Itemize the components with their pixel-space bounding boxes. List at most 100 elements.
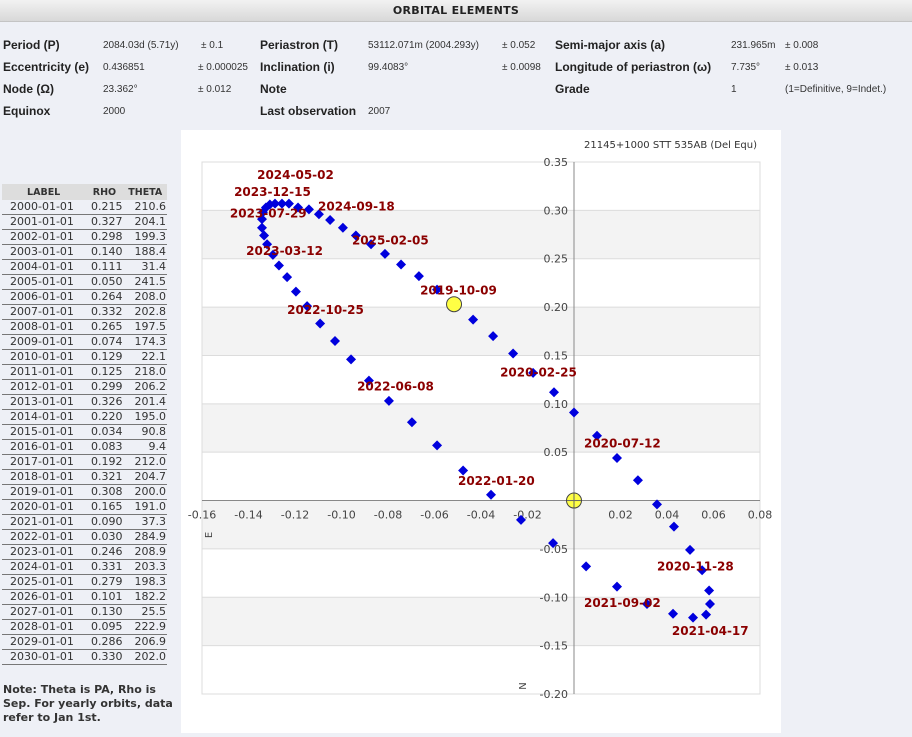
x-tick-label: -0.06	[420, 509, 448, 522]
cell-rho: 0.321	[85, 469, 124, 485]
table-row: 2007-01-01 0.332 202.8	[2, 304, 167, 320]
eccentricity-error: ± 0.000025	[198, 62, 248, 73]
y-tick-label: 0.30	[544, 204, 569, 217]
cell-date: 2026-01-01	[2, 589, 86, 605]
table-row: 2011-01-01 0.125 218.0	[2, 364, 167, 380]
periastron-value: 53112.071m (2004.293y)	[368, 40, 480, 51]
cell-rho: 0.299	[85, 379, 124, 395]
table-row: 2020-01-01 0.165 191.0	[2, 499, 167, 515]
eccentricity-value: 0.436851	[103, 62, 145, 73]
node-label: Node (Ω)	[3, 82, 54, 96]
cell-theta: 182.2	[123, 589, 167, 605]
cell-rho: 0.101	[85, 589, 124, 605]
orbit-point	[432, 284, 443, 295]
table-row: 2000-01-01 0.215 210.6	[2, 200, 167, 215]
table-row: 2014-01-01 0.220 195.0	[2, 409, 167, 425]
orbit-point	[259, 230, 270, 241]
cell-date: 2003-01-01	[2, 244, 86, 260]
orbit-point	[273, 260, 284, 271]
cell-rho: 0.140	[85, 244, 124, 260]
cell-date: 2001-01-01	[2, 214, 86, 230]
table-row: 2022-01-01 0.030 284.9	[2, 529, 167, 545]
cell-date: 2030-01-01	[2, 649, 86, 665]
cell-rho: 0.286	[85, 634, 124, 650]
cell-theta: 9.4	[123, 439, 167, 455]
cell-theta: 284.9	[123, 529, 167, 545]
orbit-point	[406, 417, 417, 428]
cell-rho: 0.327	[85, 214, 124, 230]
table-row: 2025-01-01 0.279 198.3	[2, 574, 167, 590]
date-annotation: 2021-09-02	[584, 596, 661, 610]
cell-theta: 188.4	[123, 244, 167, 260]
table-row: 2029-01-01 0.286 206.9	[2, 634, 167, 650]
cell-date: 2019-01-01	[2, 484, 86, 500]
orbit-point	[302, 301, 313, 312]
cell-theta: 204.1	[123, 214, 167, 230]
date-annotation: 2024-09-18	[318, 200, 395, 214]
y-tick-label: -0.15	[540, 640, 568, 653]
orbit-point	[366, 239, 377, 250]
x-tick-label: -0.14	[234, 509, 262, 522]
orbit-point	[256, 222, 267, 233]
orbit-point	[293, 202, 304, 213]
periastron-error: ± 0.052	[502, 40, 536, 51]
cell-rho: 0.083	[85, 439, 124, 455]
table-row: 2001-01-01 0.327 204.1	[2, 214, 167, 230]
orbit-point	[432, 440, 443, 451]
equinox-value: 2000	[103, 106, 126, 117]
orbit-point	[283, 198, 294, 209]
cell-date: 2008-01-01	[2, 319, 86, 335]
date-annotation: 2024-05-02	[257, 168, 334, 182]
table-row: 2017-01-01 0.192 212.0	[2, 454, 167, 470]
cell-theta: 37.3	[123, 514, 167, 530]
orbit-point	[515, 514, 526, 525]
grade-legend: (1=Definitive, 9=Indet.)	[785, 84, 887, 95]
y-axis-label: N	[518, 682, 529, 689]
cell-rho: 0.125	[85, 364, 124, 380]
table-row: 2010-01-01 0.129 22.1	[2, 349, 167, 365]
y-tick-label: 0.15	[544, 349, 569, 362]
cell-date: 2028-01-01	[2, 619, 86, 635]
orbit-point	[705, 599, 716, 610]
y-tick-label: 0.25	[544, 253, 569, 266]
orbit-point	[569, 407, 579, 418]
table-row: 2009-01-01 0.074 174.3	[2, 334, 167, 350]
orbit-point	[282, 272, 293, 283]
cell-date: 2027-01-01	[2, 604, 86, 620]
orbit-point	[701, 609, 712, 620]
cell-rho: 0.111	[85, 259, 124, 275]
table-row: 2006-01-01 0.264 208.0	[2, 289, 167, 305]
orbit-point	[488, 331, 499, 342]
cell-date: 2002-01-01	[2, 229, 86, 245]
orbit-point	[652, 499, 663, 510]
table-row: 2013-01-01 0.326 201.4	[2, 394, 167, 410]
orbit-point	[290, 286, 301, 297]
cell-date: 2006-01-01	[2, 289, 86, 305]
cell-date: 2017-01-01	[2, 454, 86, 470]
cell-rho: 0.034	[85, 424, 124, 440]
table-row: 2002-01-01 0.298 199.3	[2, 229, 167, 245]
cell-rho: 0.165	[85, 499, 124, 515]
cell-date: 2023-01-01	[2, 544, 86, 560]
table-row: 2003-01-01 0.140 188.4	[2, 244, 167, 260]
cell-rho: 0.192	[85, 454, 124, 470]
y-tick-label: 0.35	[544, 156, 569, 169]
cell-date: 2025-01-01	[2, 574, 86, 590]
cell-date: 2020-01-01	[2, 499, 86, 515]
last-observation-label: Last observation	[260, 104, 357, 118]
cell-rho: 0.220	[85, 409, 124, 425]
date-annotation: 2022-01-20	[458, 474, 535, 488]
orbit-point	[592, 430, 603, 441]
orbit-point	[313, 209, 324, 220]
semimajor-label: Semi-major axis (a)	[555, 38, 666, 52]
grid-band	[202, 500, 760, 549]
cell-rho: 0.330	[85, 649, 124, 665]
cell-theta: 195.0	[123, 409, 167, 425]
x-tick-label: -0.04	[467, 509, 495, 522]
grid-band	[202, 597, 760, 646]
cell-rho: 0.308	[85, 484, 124, 500]
table-row: 2030-01-01 0.330 202.0	[2, 649, 167, 665]
cell-date: 2005-01-01	[2, 274, 86, 290]
table-row: 2004-01-01 0.111 31.4	[2, 259, 167, 275]
periastron-label: Periastron (T)	[260, 38, 339, 52]
